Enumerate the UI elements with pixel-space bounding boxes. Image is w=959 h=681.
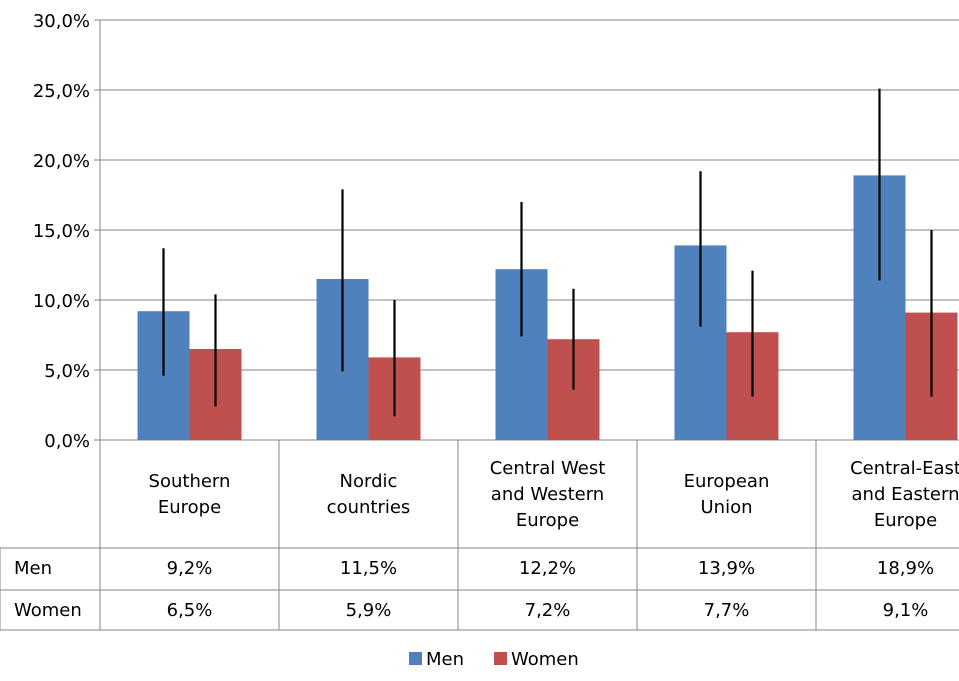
category-label: Nordic <box>340 471 398 492</box>
y-tick-label: 15,0% <box>33 221 90 242</box>
y-tick-label: 25,0% <box>33 81 90 102</box>
category-label: Southern <box>149 471 231 492</box>
y-tick-label: 20,0% <box>33 151 90 172</box>
legend-label-women: Women <box>511 649 579 670</box>
data-label-men: 12,2% <box>519 558 576 579</box>
category-label: Europe <box>516 510 579 531</box>
data-label-men: 11,5% <box>340 558 397 579</box>
table-row-label: Men <box>14 558 52 579</box>
category-label: Europe <box>158 497 221 518</box>
category-label: Union <box>700 497 752 518</box>
y-tick-label: 10,0% <box>33 291 90 312</box>
legend-label-men: Men <box>426 649 464 670</box>
category-label: Europe <box>874 510 937 531</box>
data-label-women: 9,1% <box>883 600 929 621</box>
data-label-women: 5,9% <box>346 600 392 621</box>
data-label-women: 6,5% <box>167 600 213 621</box>
data-table: Southern Europe Nordic countries Central Wes… <box>0 440 959 630</box>
y-axis: 0,0% 5,0% 10,0% 15,0% 20,0% 25,0% 30,0% <box>33 11 100 630</box>
category-label: Central-East <box>850 458 959 479</box>
category-label: and Eastern <box>852 484 959 505</box>
legend-swatch-women <box>494 652 507 665</box>
data-label-men: 18,9% <box>877 558 934 579</box>
legend: Men Women <box>409 649 579 670</box>
data-label-men: 9,2% <box>167 558 213 579</box>
legend-swatch-men <box>409 652 422 665</box>
category-label: Central West <box>490 458 606 479</box>
bars <box>138 175 958 440</box>
table-row-label: Women <box>14 600 82 621</box>
category-label: European <box>684 471 770 492</box>
y-tick-label: 30,0% <box>33 11 90 32</box>
y-tick-label: 5,0% <box>44 361 90 382</box>
data-label-men: 13,9% <box>698 558 755 579</box>
y-tick-label: 0,0% <box>44 431 90 452</box>
category-label: and Western <box>491 484 604 505</box>
data-label-women: 7,2% <box>525 600 571 621</box>
category-label: countries <box>327 497 411 518</box>
data-label-women: 7,7% <box>704 600 750 621</box>
